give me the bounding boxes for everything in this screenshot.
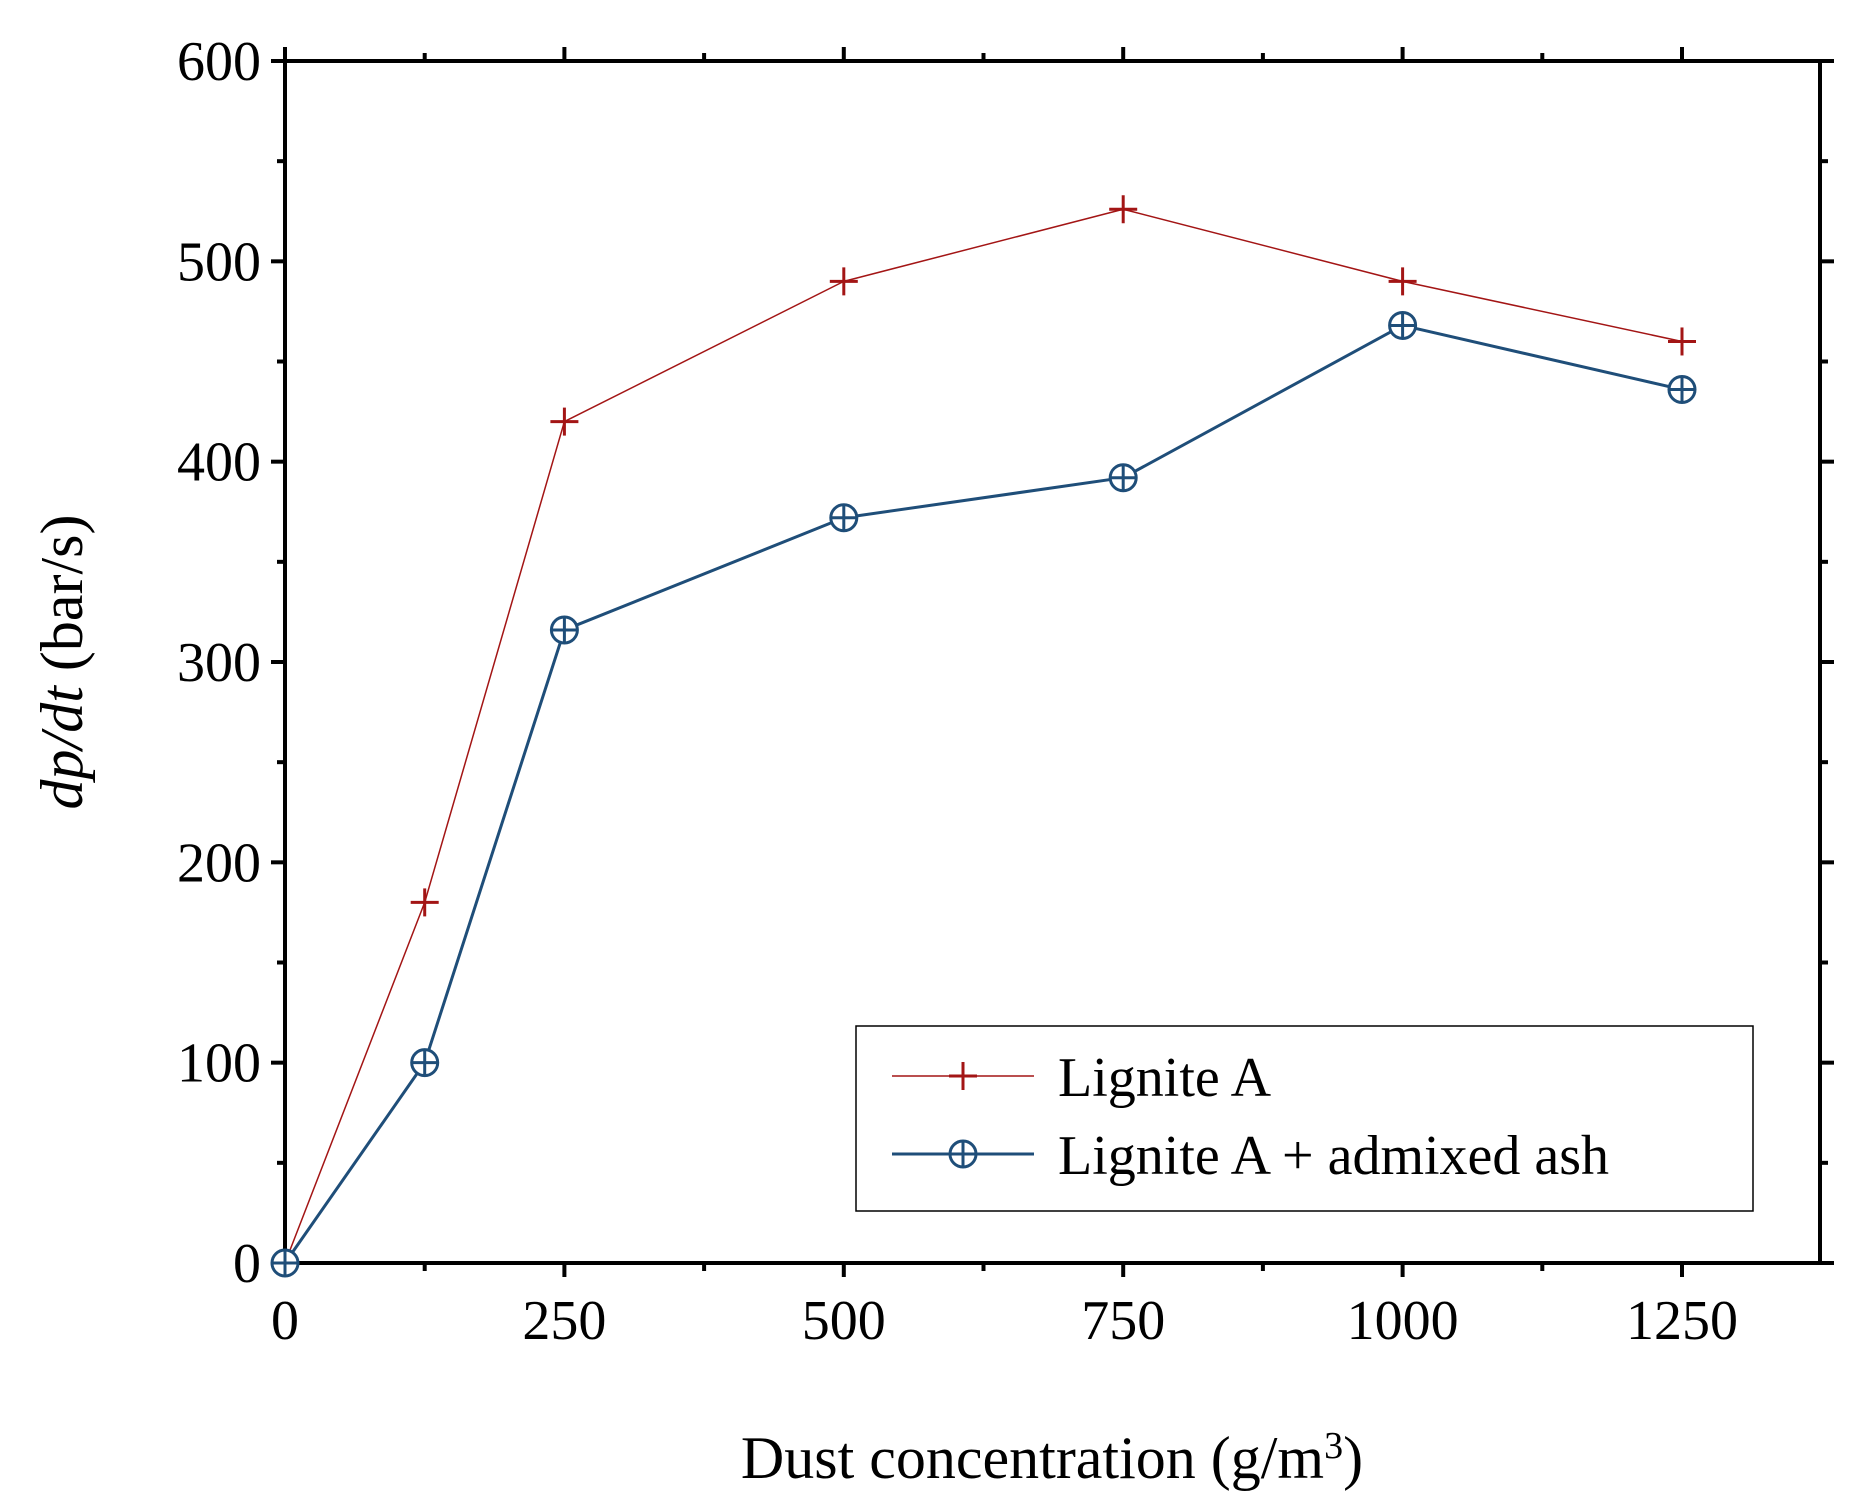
legend-item-0: Lignite A [892,1047,1272,1109]
y-tick-label: 400 [177,432,261,494]
data-point-0-6 [1668,327,1696,356]
data-point-0-5 [1388,267,1417,296]
x-tick-label: 0 [271,1290,299,1352]
legend-label: Lignite A + admixed ash [1058,1125,1609,1187]
data-point-1-6 [1667,375,1697,405]
data-point-1-4 [1108,463,1138,493]
legend-marker-circle-plus [948,1139,978,1169]
legend: Lignite A Lignite A + admixed ash [855,1025,1754,1212]
legend-marker-plus [949,1062,977,1090]
data-point-0-2 [550,407,579,436]
x-tick-label: 500 [802,1290,886,1352]
data-point-1-3 [829,503,859,533]
x-tick-label: 1250 [1626,1290,1738,1352]
legend-item-1: Lignite A + admixed ash [892,1125,1609,1187]
x-axis-label: Dust concentration (g/m3) [741,1425,1363,1491]
legend-entries: Lignite A Lignite A + admixed ash [892,1047,1609,1187]
data-point-0-1 [410,888,439,917]
legend-label: Lignite A [1058,1047,1272,1109]
y-tick-label: 300 [177,632,261,694]
data-point-1-0 [270,1248,300,1278]
data-point-1-2 [549,615,579,645]
x-tick-label: 250 [522,1290,606,1352]
y-tick-label: 0 [233,1233,261,1295]
x-tick-label: 1000 [1347,1290,1459,1352]
data-point-0-4 [1109,195,1138,224]
series-layer [270,195,1697,1278]
y-axis-label: dp/dt (bar/s) [29,515,95,810]
data-point-1-1 [410,1048,440,1078]
y-tick-label: 100 [177,1033,261,1095]
data-point-1-5 [1388,310,1418,340]
y-axis: 0 100 200 300 400 500 600 [177,31,1834,1295]
y-tick-label: 500 [177,231,261,293]
legend-box [855,1025,1754,1212]
x-tick-label: 750 [1081,1290,1165,1352]
x-axis: 0 250 500 750 1000 1250 [271,47,1738,1352]
y-tick-label: 200 [177,832,261,894]
y-tick-label: 600 [177,31,261,93]
data-point-0-3 [829,267,858,296]
